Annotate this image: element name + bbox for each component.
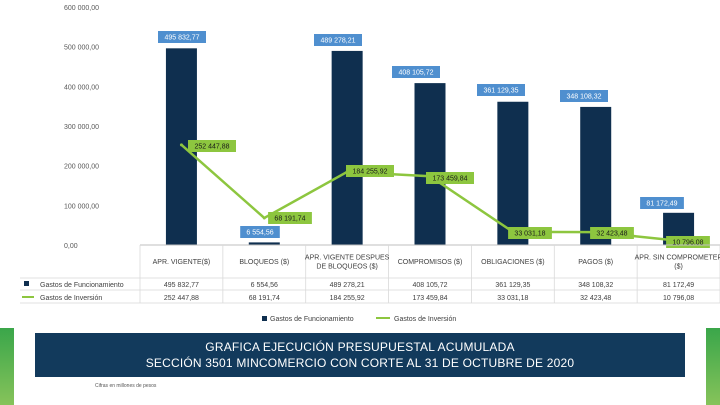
chart-title: GRAFICA EJECUCIÓN PRESUPUESTAL ACUMULADA bbox=[205, 340, 515, 354]
bar-value-label: 348 108,32 bbox=[566, 94, 601, 101]
budget-chart: 0,00 100 000,00 200 000,00 300 000,00 400 00… bbox=[20, 5, 720, 323]
line-value-label: 33 031,18 bbox=[514, 231, 545, 238]
bar bbox=[331, 50, 363, 245]
y-axis: 0,00 100 000,00 200 000,00 300 000,00 400 00… bbox=[64, 5, 99, 250]
line-value-label: 10 796,08 bbox=[672, 240, 703, 247]
bar-value-box bbox=[314, 34, 362, 46]
line-value-box bbox=[590, 227, 634, 239]
table-cell: 6 554,56 bbox=[251, 282, 278, 289]
line-value-box bbox=[426, 172, 474, 184]
table-cell: 408 105,72 bbox=[412, 282, 447, 289]
bar-value-label: 489 278,21 bbox=[320, 38, 355, 45]
legend-swatch-bar bbox=[262, 316, 267, 321]
legend: Gastos de Funcionamiento Gastos de Invers… bbox=[262, 316, 456, 323]
line-value-box bbox=[188, 140, 236, 152]
table-cell: 68 191,74 bbox=[249, 295, 280, 302]
category-label: APR. VIGENTE($) bbox=[153, 259, 211, 266]
bar-series: 495 832,77 6 554,56 489 278,21 408 105,72 36… bbox=[158, 31, 695, 246]
line-value-label: 68 191,74 bbox=[274, 216, 305, 223]
table-cell: 348 108,32 bbox=[578, 282, 613, 289]
line-point bbox=[262, 216, 266, 220]
category-label: APR. VIGENTE DESPUES DE BLOQUEOS ($) bbox=[305, 255, 390, 271]
line-value-label: 173 459,84 bbox=[432, 176, 467, 183]
table-cell: 495 832,77 bbox=[164, 282, 199, 289]
table-row-header: Gastos de Inversión bbox=[40, 295, 102, 302]
table-cell: 489 278,21 bbox=[330, 282, 365, 289]
bar bbox=[248, 242, 280, 245]
table-cell: 184 255,92 bbox=[330, 295, 365, 302]
footnote: Cifras en millones de pesos bbox=[95, 383, 157, 389]
table-cell: 252 447,88 bbox=[164, 295, 199, 302]
bar-value-label: 408 105,72 bbox=[398, 70, 433, 77]
title-banner: GRAFICA EJECUCIÓN PRESUPUESTAL ACUMULADA… bbox=[35, 333, 685, 377]
bar-value-box bbox=[560, 90, 608, 102]
bar-value-box bbox=[158, 31, 206, 43]
category-label: BLOQUEOS ($) bbox=[239, 259, 289, 266]
bar-value-box bbox=[392, 66, 440, 78]
bar bbox=[580, 106, 612, 246]
table-cell: 81 172,49 bbox=[663, 282, 694, 289]
legend-label: Gastos de Inversión bbox=[394, 316, 456, 323]
y-tick-label: 600 000,00 bbox=[64, 5, 99, 12]
line-value-box bbox=[268, 212, 312, 224]
table-cell: 33 031,18 bbox=[497, 295, 528, 302]
table-cell: 10 796,08 bbox=[663, 295, 694, 302]
table-row-header: Gastos de Funcionamiento bbox=[40, 282, 124, 289]
y-tick-label: 500 000,00 bbox=[64, 45, 99, 52]
bar bbox=[414, 83, 446, 245]
category-label: PAGOS ($) bbox=[578, 259, 613, 266]
bar bbox=[497, 101, 529, 246]
bar-value-box bbox=[640, 197, 684, 209]
category-label: APR. SIN COMPROMETER ($) bbox=[635, 255, 720, 271]
bar-value-box bbox=[477, 84, 525, 96]
legend-label: Gastos de Funcionamiento bbox=[270, 316, 354, 323]
table-key-square bbox=[24, 281, 29, 286]
y-tick-label: 200 000,00 bbox=[64, 164, 99, 171]
bar-value-box bbox=[240, 226, 280, 238]
table-cell: 173 459,84 bbox=[412, 295, 447, 302]
line-value-box bbox=[346, 165, 394, 177]
line-value-label: 252 447,88 bbox=[194, 144, 229, 151]
y-tick-label: 0,00 bbox=[64, 243, 78, 250]
line-value-box bbox=[508, 227, 552, 239]
category-label: OBLIGACIONES ($) bbox=[481, 259, 544, 266]
right-accent-bar bbox=[706, 328, 720, 405]
bar-value-label: 81 172,49 bbox=[646, 201, 677, 208]
line-point bbox=[179, 143, 183, 147]
line-value-label: 32 423,48 bbox=[596, 231, 627, 238]
bar-value-label: 495 832,77 bbox=[164, 35, 199, 42]
table-cell: 361 129,35 bbox=[495, 282, 530, 289]
bar-value-label: 361 129,35 bbox=[483, 88, 518, 95]
line-value-label: 184 255,92 bbox=[352, 169, 387, 176]
data-table: APR. VIGENTE($) BLOQUEOS ($) APR. VIGENTE … bbox=[20, 244, 720, 304]
category-label: COMPROMISOS ($) bbox=[398, 259, 463, 266]
y-tick-label: 300 000,00 bbox=[64, 124, 99, 131]
y-tick-label: 100 000,00 bbox=[64, 203, 99, 210]
table-cell: 32 423,48 bbox=[580, 295, 611, 302]
y-tick-label: 400 000,00 bbox=[64, 84, 99, 91]
bar-value-label: 6 554,56 bbox=[246, 230, 273, 237]
left-accent-bar bbox=[0, 328, 14, 405]
chart-subtitle: SECCIÓN 3501 MINCOMERCIO CON CORTE AL 31… bbox=[145, 356, 575, 370]
